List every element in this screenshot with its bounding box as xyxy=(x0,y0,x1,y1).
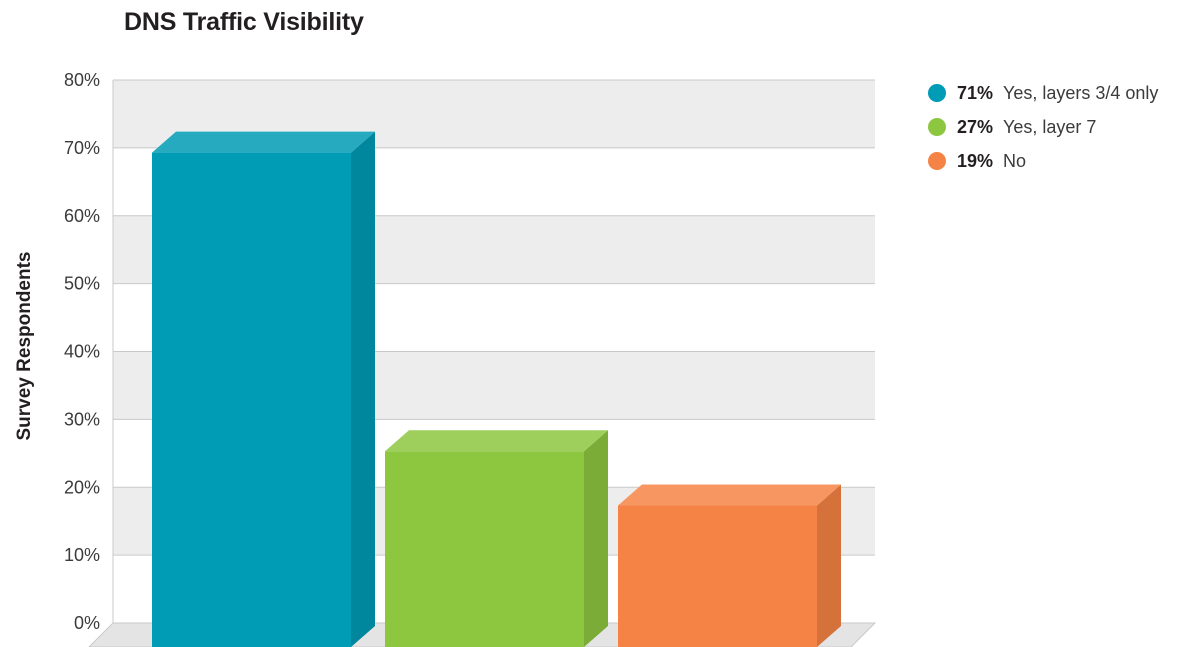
legend-value: 71% xyxy=(957,82,994,103)
chart-title: DNS Traffic Visibility xyxy=(124,8,364,36)
y-tick-label: 70% xyxy=(64,138,100,158)
legend-label: Yes, layers 3/4 only xyxy=(1003,82,1159,103)
bar-side xyxy=(351,131,375,647)
bar-front xyxy=(385,451,584,647)
legend-item: 71% Yes, layers 3/4 only xyxy=(928,76,1158,110)
legend-label: No xyxy=(1003,150,1027,171)
bar-side xyxy=(817,484,841,647)
legend-swatch xyxy=(928,118,946,136)
bar-top xyxy=(618,484,841,506)
bar-front xyxy=(618,505,817,647)
y-tick-label: 0% xyxy=(74,613,100,633)
legend-swatch xyxy=(928,152,946,170)
y-tick-label: 30% xyxy=(64,409,100,429)
y-axis-label: Survey Respondents xyxy=(14,252,35,441)
bar xyxy=(618,484,841,647)
legend-label: Yes, layer 7 xyxy=(1003,116,1097,137)
legend-item: 19% No xyxy=(928,144,1158,178)
bar-top xyxy=(385,430,608,452)
y-tick-label: 80% xyxy=(64,70,100,90)
legend-value: 19% xyxy=(957,150,994,171)
legend: 71% Yes, layers 3/4 only 27% Yes, layer 7 19… xyxy=(928,76,1158,178)
y-tick-label: 40% xyxy=(64,342,100,362)
bar xyxy=(152,131,375,647)
legend-value: 27% xyxy=(957,116,994,137)
y-tick-label: 20% xyxy=(64,477,100,497)
bar xyxy=(385,430,608,647)
legend-swatch xyxy=(928,84,946,102)
y-tick-label: 60% xyxy=(64,206,100,226)
legend-item: 27% Yes, layer 7 xyxy=(928,110,1158,144)
bar-top xyxy=(152,131,375,153)
y-tick-label: 50% xyxy=(64,274,100,294)
bar-front xyxy=(152,152,351,647)
bar-side xyxy=(584,430,608,647)
y-tick-label: 10% xyxy=(64,545,100,565)
